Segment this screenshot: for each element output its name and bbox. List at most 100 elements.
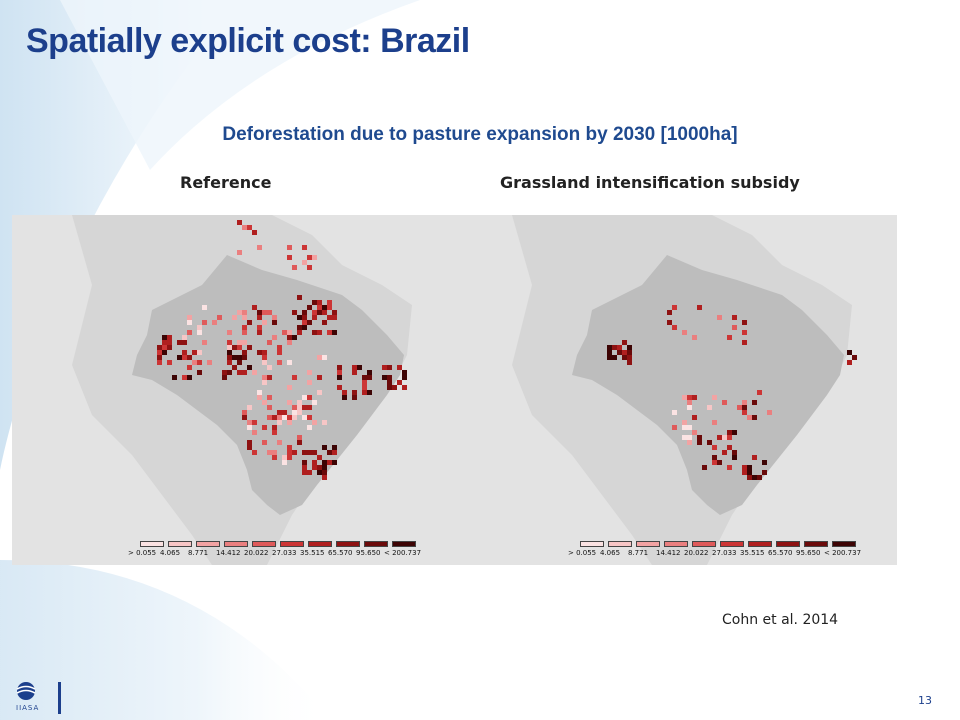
deforestation-cell	[327, 305, 332, 310]
deforestation-cell	[307, 415, 312, 420]
deforestation-cell	[707, 440, 712, 445]
deforestation-cell	[387, 375, 392, 380]
deforestation-cell	[197, 370, 202, 375]
legend-swatch	[608, 541, 632, 547]
deforestation-cell	[252, 305, 257, 310]
deforestation-cell	[337, 375, 342, 380]
map-panel-subsidy: > 0.055 4.065 8.771 14.412 20.022 27.033 35.51…	[452, 215, 897, 565]
legend-swatch	[140, 541, 164, 547]
deforestation-cell	[732, 430, 737, 435]
deforestation-cell	[182, 335, 187, 340]
deforestation-cell	[622, 340, 627, 345]
deforestation-cell	[252, 370, 257, 375]
deforestation-cell	[187, 330, 192, 335]
legend-label: < 200.737	[384, 549, 422, 557]
deforestation-cell	[192, 360, 197, 365]
deforestation-cell	[282, 410, 287, 415]
deforestation-cell	[352, 365, 357, 370]
deforestation-cell	[267, 375, 272, 380]
deforestation-cell	[317, 310, 322, 315]
deforestation-cell	[267, 395, 272, 400]
legend-label: 14.412	[216, 549, 241, 557]
deforestation-cell	[297, 295, 302, 300]
legend-label: 27.033	[712, 549, 737, 557]
deforestation-cell	[247, 345, 252, 350]
deforestation-cell	[287, 445, 292, 450]
deforestation-cell	[312, 460, 317, 465]
deforestation-cell	[287, 255, 292, 260]
deforestation-cell	[292, 335, 297, 340]
deforestation-cell	[197, 360, 202, 365]
deforestation-cell	[712, 460, 717, 465]
deforestation-cell	[162, 350, 167, 355]
legend-label: 8.771	[188, 549, 209, 557]
deforestation-cell	[317, 390, 322, 395]
deforestation-cell	[182, 350, 187, 355]
deforestation-cell	[732, 455, 737, 460]
deforestation-cell	[202, 305, 207, 310]
deforestation-cell	[287, 400, 292, 405]
deforestation-cell	[227, 330, 232, 335]
deforestation-cell	[727, 435, 732, 440]
legend-swatch	[224, 541, 248, 547]
deforestation-cell	[712, 395, 717, 400]
deforestation-cell	[222, 375, 227, 380]
deforestation-cell	[392, 385, 397, 390]
deforestation-cell	[322, 470, 327, 475]
deforestation-cell	[252, 230, 257, 235]
deforestation-cell	[307, 470, 312, 475]
legend-swatch	[692, 541, 716, 547]
deforestation-cell	[707, 405, 712, 410]
deforestation-cell	[322, 305, 327, 310]
deforestation-cell	[262, 350, 267, 355]
deforestation-cell	[687, 400, 692, 405]
deforestation-cell	[742, 340, 747, 345]
deforestation-cell	[197, 330, 202, 335]
deforestation-cell	[382, 375, 387, 380]
deforestation-cell	[722, 435, 727, 440]
deforestation-cell	[242, 310, 247, 315]
deforestation-cell	[252, 420, 257, 425]
legend-swatch	[252, 541, 276, 547]
deforestation-cell	[257, 245, 262, 250]
deforestation-cell	[847, 350, 852, 355]
deforestation-cell	[267, 365, 272, 370]
legend-swatch	[580, 541, 604, 547]
deforestation-cell	[237, 360, 242, 365]
deforestation-cell	[297, 435, 302, 440]
deforestation-cell	[162, 335, 167, 340]
deforestation-cell	[722, 400, 727, 405]
deforestation-cell	[712, 420, 717, 425]
deforestation-cell	[627, 345, 632, 350]
deforestation-cell	[197, 350, 202, 355]
deforestation-cell	[282, 415, 287, 420]
deforestation-cell	[257, 390, 262, 395]
deforestation-cell	[282, 460, 287, 465]
deforestation-cell	[352, 395, 357, 400]
deforestation-cell	[282, 455, 287, 460]
legend-swatch	[804, 541, 828, 547]
deforestation-cell	[302, 465, 307, 470]
deforestation-cell	[287, 420, 292, 425]
deforestation-cell	[302, 470, 307, 475]
deforestation-cell	[262, 425, 267, 430]
deforestation-cell	[687, 405, 692, 410]
deforestation-cell	[717, 315, 722, 320]
deforestation-cell	[752, 475, 757, 480]
deforestation-cell	[307, 425, 312, 430]
deforestation-cell	[172, 375, 177, 380]
deforestation-cell	[692, 415, 697, 420]
deforestation-cell	[747, 470, 752, 475]
deforestation-cell	[227, 370, 232, 375]
deforestation-cell	[747, 475, 752, 480]
deforestation-cell	[697, 305, 702, 310]
deforestation-cell	[292, 375, 297, 380]
deforestation-cell	[217, 315, 222, 320]
legend-label: 35.515	[300, 549, 325, 557]
deforestation-cell	[742, 330, 747, 335]
deforestation-cell	[287, 450, 292, 455]
deforestation-cell	[742, 410, 747, 415]
deforestation-cell	[687, 395, 692, 400]
deforestation-cell	[187, 315, 192, 320]
